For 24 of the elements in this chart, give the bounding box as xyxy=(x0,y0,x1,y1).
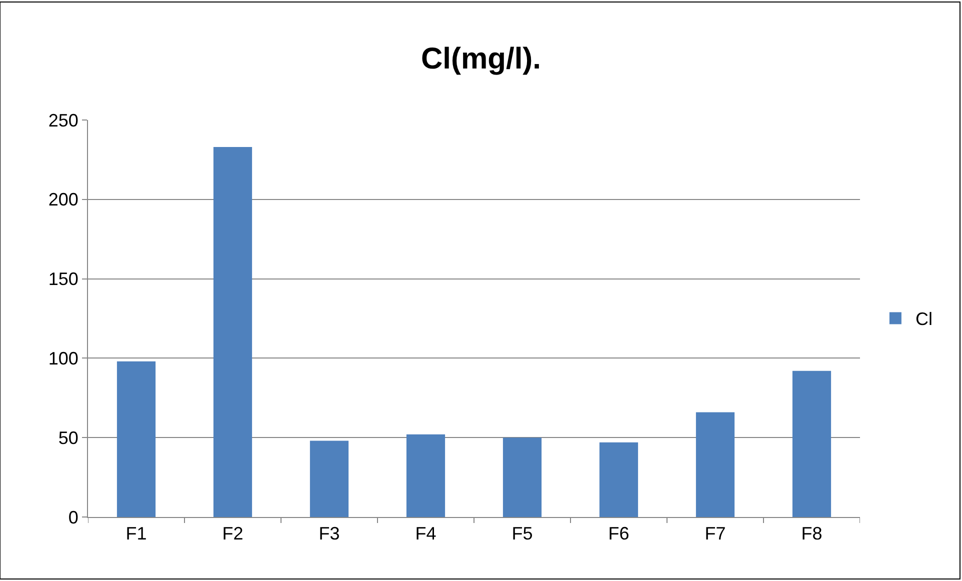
bar xyxy=(310,440,349,517)
x-tick-label: F3 xyxy=(318,524,340,544)
y-tick-label: 150 xyxy=(48,269,78,290)
bar xyxy=(696,412,735,517)
y-tick-label: 100 xyxy=(48,348,78,368)
x-tick-label: F1 xyxy=(126,524,147,544)
bar xyxy=(406,434,446,517)
x-tick-label: F6 xyxy=(608,524,630,544)
x-tick-label: F2 xyxy=(222,524,244,544)
y-tick-label: 0 xyxy=(68,507,78,528)
y-tick-label: 200 xyxy=(48,190,78,210)
y-tick-label: 250 xyxy=(48,110,78,130)
x-tick-label: F8 xyxy=(801,524,822,544)
bar xyxy=(599,442,638,517)
bar xyxy=(502,438,542,517)
bar xyxy=(213,147,252,517)
x-tick-label: F5 xyxy=(512,524,533,544)
x-tick-label: F7 xyxy=(704,524,726,544)
chart-title: Cl(mg/l). xyxy=(421,42,541,76)
legend-label: Cl xyxy=(915,309,932,330)
x-tick-label: F4 xyxy=(415,524,436,544)
bar xyxy=(116,361,156,517)
y-tick-label: 50 xyxy=(58,428,78,448)
bar xyxy=(792,370,832,517)
